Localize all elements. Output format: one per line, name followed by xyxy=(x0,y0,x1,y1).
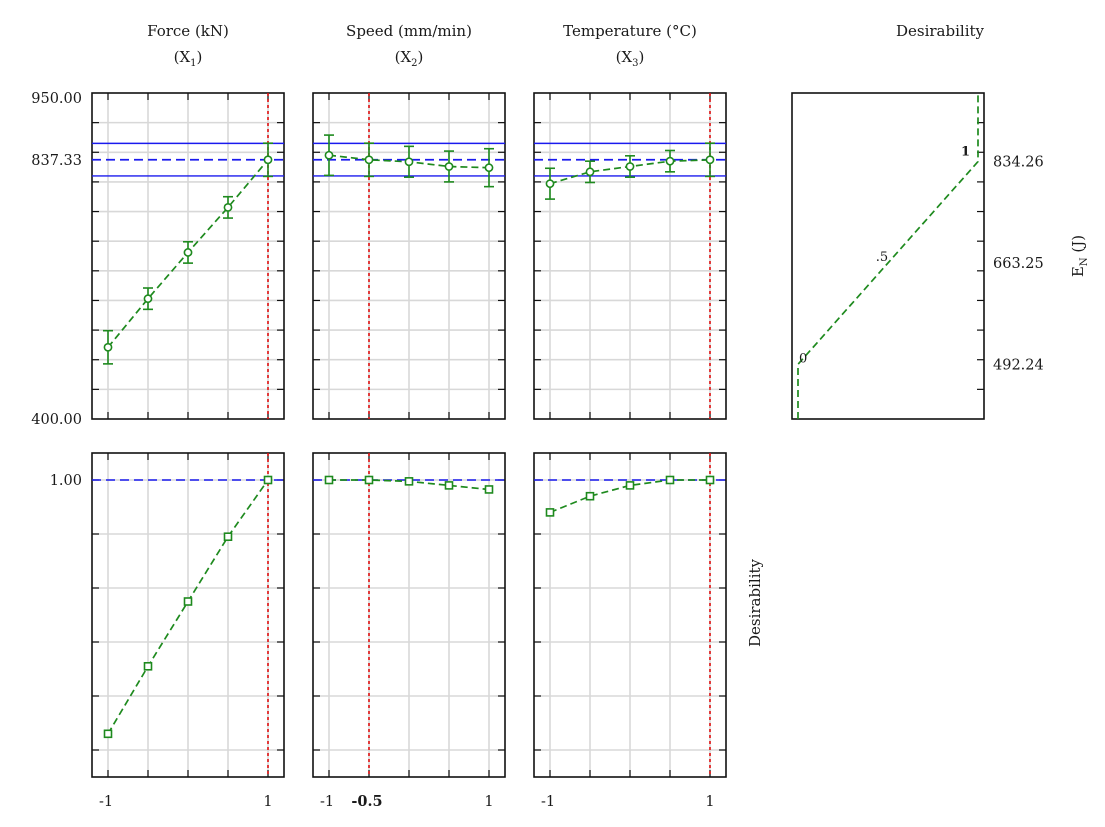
data-point xyxy=(484,163,494,173)
desirability-trend-line xyxy=(549,479,710,514)
factor-code-speed: (X2) xyxy=(395,48,424,69)
desirability-panel-title: Desirability xyxy=(896,22,985,40)
desirability-panel-force-border xyxy=(91,452,285,778)
x-tick-label-force: -1 xyxy=(99,794,113,810)
y-tick-label-max: 950.00 xyxy=(31,91,82,107)
desirability-point xyxy=(263,475,273,485)
desirability-point xyxy=(705,475,715,485)
desirability-point xyxy=(103,729,113,739)
x-tick-label-speed: 1 xyxy=(484,794,493,810)
data-point xyxy=(143,294,153,304)
desirability-point xyxy=(585,491,595,501)
desirability-point xyxy=(143,661,153,671)
response-series-speed xyxy=(313,93,505,419)
desirability-panel-speed xyxy=(312,452,506,778)
desirability-panel-speed-border xyxy=(312,452,506,778)
desirability-function: 0 .5 1 834.26 663.25 492.24 xyxy=(797,93,1044,419)
desirability-point xyxy=(324,475,334,485)
x-tick-label-speed: -1 xyxy=(320,794,334,810)
data-point xyxy=(705,155,715,165)
data-point xyxy=(545,179,555,189)
response-series-force xyxy=(92,93,284,419)
desirability-tick-label: 1.00 xyxy=(50,473,82,489)
desirability-panel-temperature-border xyxy=(533,452,727,778)
response-series-temperature xyxy=(534,93,726,419)
desirability-panel-temperature xyxy=(533,452,727,778)
response-panel-temperature-border xyxy=(533,92,727,420)
response-axis-label: EN (J) xyxy=(1069,235,1090,277)
desirability-series-temperature xyxy=(534,453,726,777)
data-point xyxy=(665,156,675,166)
desirability-point xyxy=(545,508,555,517)
desirability-point xyxy=(665,475,675,485)
desirability-function-line xyxy=(797,93,979,419)
desirability-panel-force xyxy=(91,452,285,778)
desirability-axis-label: Desirability xyxy=(746,558,764,647)
data-point xyxy=(404,157,414,167)
desirability-point xyxy=(444,481,454,490)
data-point xyxy=(223,202,233,212)
data-point xyxy=(263,155,273,165)
desirability-function-panel-border xyxy=(791,92,985,420)
factor-title-temperature: Temperature (°C) xyxy=(563,22,697,40)
data-point xyxy=(585,167,595,177)
desirability-point xyxy=(183,597,193,606)
data-point xyxy=(103,342,113,352)
factor-title-force: Force (kN) xyxy=(147,22,229,40)
right-tick-label: 663.25 xyxy=(993,256,1044,272)
desirability-level-label-half: .5 xyxy=(876,250,888,265)
data-point xyxy=(364,155,374,165)
data-point xyxy=(324,150,334,160)
desirability-point xyxy=(484,485,494,494)
desirability-series-force xyxy=(92,453,284,777)
x-tick-label-speed: -0.5 xyxy=(351,793,382,810)
desirability-level-label-0: 0 xyxy=(799,351,807,366)
response-panel-temperature xyxy=(533,92,727,420)
desirability-series-speed xyxy=(313,453,505,777)
data-point xyxy=(625,162,635,171)
data-point xyxy=(183,248,193,257)
desirability-point xyxy=(223,532,233,542)
desirability-point xyxy=(404,477,414,486)
right-tick-label: 834.26 xyxy=(993,155,1044,171)
desirability-function-panel xyxy=(791,92,985,420)
response-panel-force-border xyxy=(91,92,285,420)
data-point xyxy=(444,162,454,171)
response-panel-speed-border xyxy=(312,92,506,420)
x-tick-label-temperature: 1 xyxy=(705,794,714,810)
desirability-point xyxy=(625,481,635,490)
right-tick-label: 492.24 xyxy=(993,357,1044,373)
response-panel-speed xyxy=(312,92,506,420)
y-tick-label-min: 400.00 xyxy=(31,412,82,428)
desirability-point xyxy=(364,475,374,485)
factor-title-speed: Speed (mm/min) xyxy=(346,22,472,40)
x-tick-label-force: 1 xyxy=(263,794,272,810)
x-tick-label-temperature: -1 xyxy=(541,794,555,810)
factor-code-temperature: (X3) xyxy=(616,48,645,69)
factor-code-force: (X1) xyxy=(174,48,203,69)
y-tick-label-predicted: 837.33 xyxy=(31,153,82,169)
desirability-level-label-1: 1 xyxy=(961,145,970,160)
